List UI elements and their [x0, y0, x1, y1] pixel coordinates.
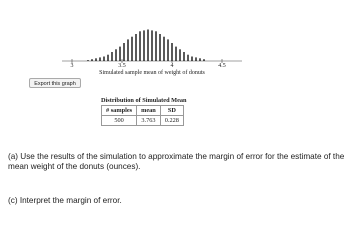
x-tick-label: 4: [171, 63, 174, 69]
question-a: (a) Use the results of the simulation to…: [8, 152, 345, 171]
x-axis-label: Simulated sample mean of weight of donut…: [99, 69, 205, 76]
header-cell: # samples: [100, 105, 138, 116]
export-button[interactable]: Export this graph: [29, 78, 81, 88]
header-cell: mean: [136, 105, 161, 116]
cell: 0.228: [159, 115, 184, 126]
data-table: # samples mean SD 500 3.763 0.228: [100, 105, 184, 126]
question-c: (c) Interpret the margin of error.: [8, 196, 122, 205]
x-tick-label: 3.5: [118, 63, 126, 69]
table: Distribution of Simulated Mean # samples…: [100, 97, 187, 126]
table-title: Distribution of Simulated Mean: [101, 97, 187, 104]
page: Simulated sample mean of weight of donut…: [8, 29, 345, 205]
header-cell: SD: [159, 105, 184, 116]
cell: 500: [100, 115, 138, 126]
x-tick-label: 3: [71, 63, 74, 69]
graph: Simulated sample mean of weight of donut…: [62, 29, 242, 76]
x-tick-label: 4.5: [218, 63, 226, 69]
cell: 3.763: [136, 115, 161, 126]
